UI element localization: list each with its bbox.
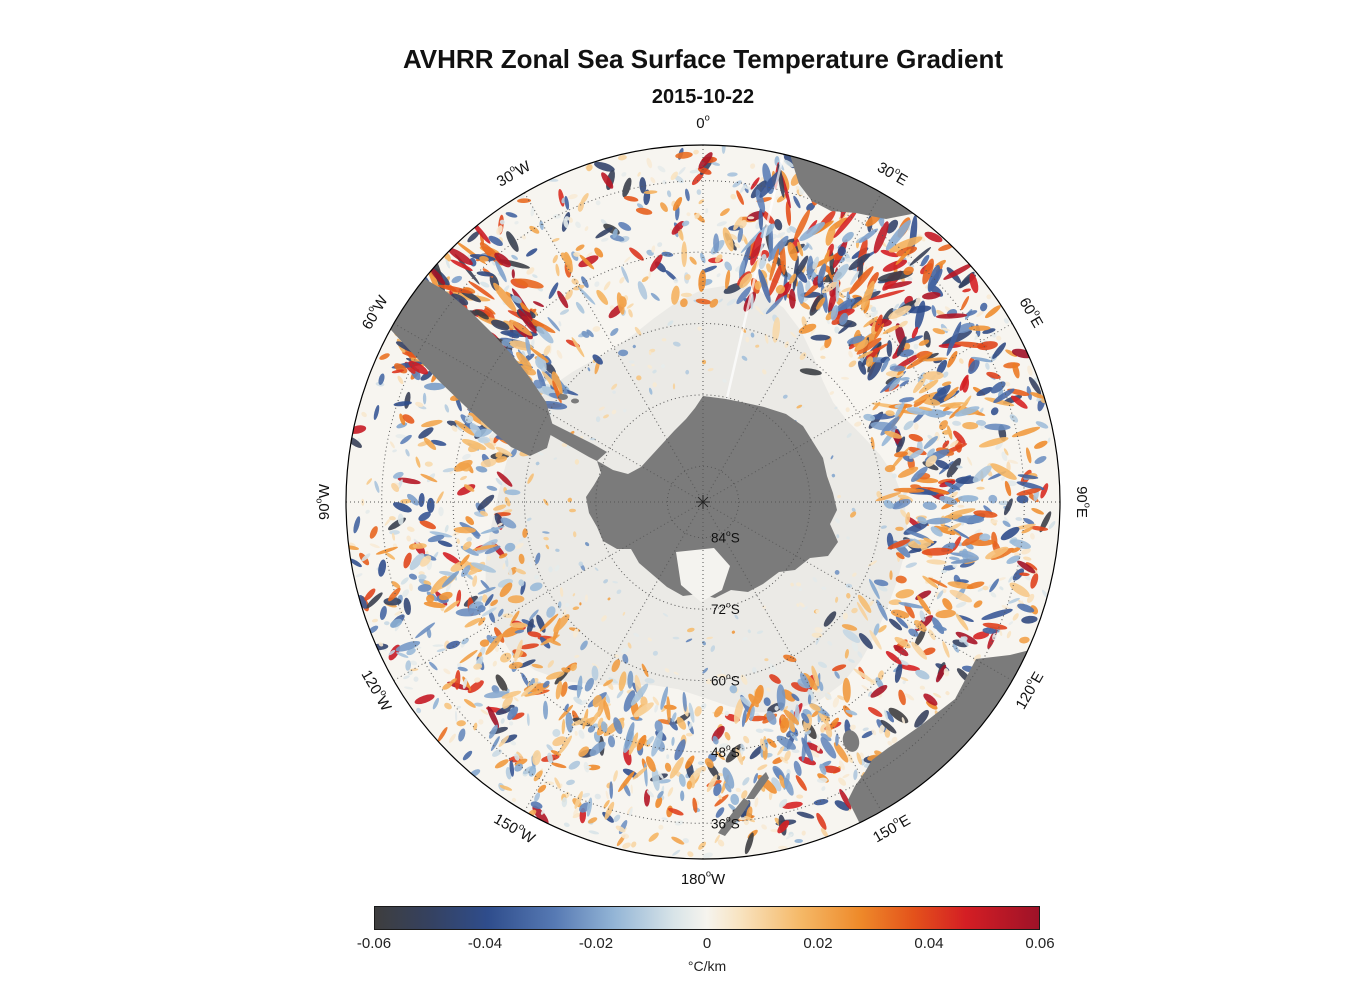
latitude-label: 36oS <box>711 814 740 831</box>
longitude-label: 120oE <box>1011 668 1047 712</box>
longitude-label: 30oE <box>874 157 911 189</box>
longitude-label: 60oW <box>357 291 392 332</box>
colorbar-tick-label: 0.04 <box>914 935 944 952</box>
longitude-label: 90oE <box>1073 486 1092 518</box>
latitude-ring <box>452 251 954 753</box>
longitude-label: 150oE <box>869 810 913 846</box>
graticule <box>346 145 1060 859</box>
latitude-label: 84oS <box>711 528 740 545</box>
latitude-label: 72oS <box>711 600 740 617</box>
latitude-label: 60oS <box>711 671 740 688</box>
new-zealand-south-island <box>718 798 750 836</box>
latitude-ring <box>524 323 882 681</box>
colorbar-gradient <box>374 906 1040 930</box>
colorbar-ticks: -0.06 -0.04 -0.02 0 0.02 0.04 0.06 <box>357 935 1055 955</box>
latitude-ring <box>595 394 811 610</box>
colorbar-tick-label: -0.06 <box>356 935 392 952</box>
falkland-islands <box>558 394 568 400</box>
map-clip-group <box>346 145 1060 859</box>
longitude-label: 90oW <box>314 483 333 520</box>
colorbar-tick-label: 0.02 <box>803 935 833 952</box>
colorbar-tick-label: 0.06 <box>1025 935 1055 952</box>
chart-title: AVHRR Zonal Sea Surface Temperature Grad… <box>402 44 1004 74</box>
new-zealand-north-island <box>746 772 769 799</box>
longitude-label: 180oW <box>681 869 726 888</box>
chart-subtitle: 2015-10-22 <box>651 86 755 108</box>
south-pole-marker <box>696 495 710 509</box>
colorbar: -0.06 -0.04 -0.02 0 0.02 0.04 0.06 °C/km <box>357 906 1055 974</box>
longitude-label: 30oW <box>493 156 534 191</box>
antarctica <box>522 396 838 598</box>
colorbar-tick-label: 0 <box>702 935 712 952</box>
colorbar-unit-label: °C/km <box>687 958 727 974</box>
latitude-label: 48oS <box>711 742 740 759</box>
latitude-ring <box>666 465 740 539</box>
map-boundary <box>345 144 1061 860</box>
colorbar-tick-label: -0.02 <box>578 935 614 952</box>
longitude-label: 60oE <box>1016 294 1048 331</box>
tasmania <box>842 730 860 752</box>
latitude-ring <box>381 180 1025 824</box>
falkland-islands <box>571 398 579 404</box>
colorbar-tick-label: -0.04 <box>467 935 503 952</box>
axis-labels: 0o30oE60oE90oE120oE150oE180oW150oW120oW9… <box>314 113 1092 888</box>
longitude-label: 0o <box>696 113 710 132</box>
